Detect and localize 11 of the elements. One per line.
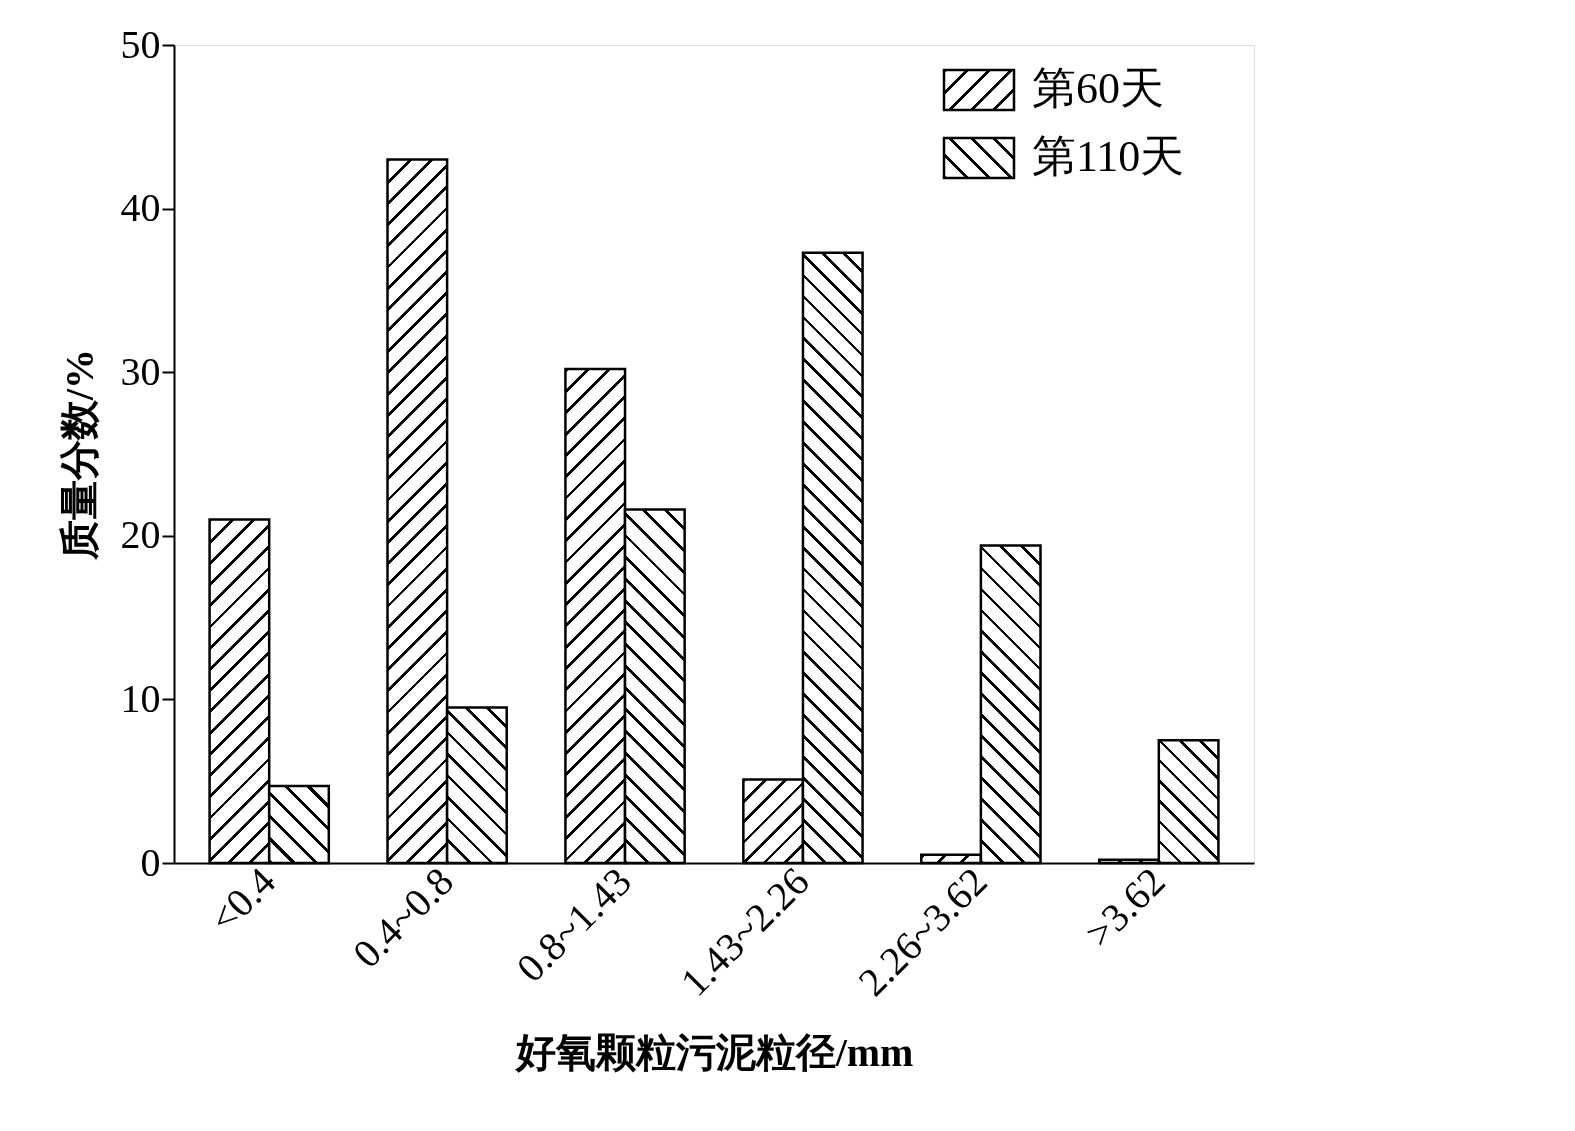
- y-tick-label: 20: [120, 512, 161, 558]
- y-tick-label: 0: [140, 839, 161, 885]
- y-tick-label: 30: [120, 348, 161, 394]
- y-axis-title: 质量分数/%: [56, 348, 102, 562]
- x-axis-title: 好氧颗粒污泥粒径/mm: [513, 1029, 914, 1075]
- legend-label: 第60天: [1032, 64, 1164, 113]
- y-tick-label: 40: [120, 185, 161, 231]
- x-tick-label: <0.4: [200, 858, 285, 942]
- y-tick-label: 10: [120, 675, 161, 721]
- y-tick-label: 50: [120, 21, 161, 67]
- legend-label: 第110天: [1032, 132, 1185, 181]
